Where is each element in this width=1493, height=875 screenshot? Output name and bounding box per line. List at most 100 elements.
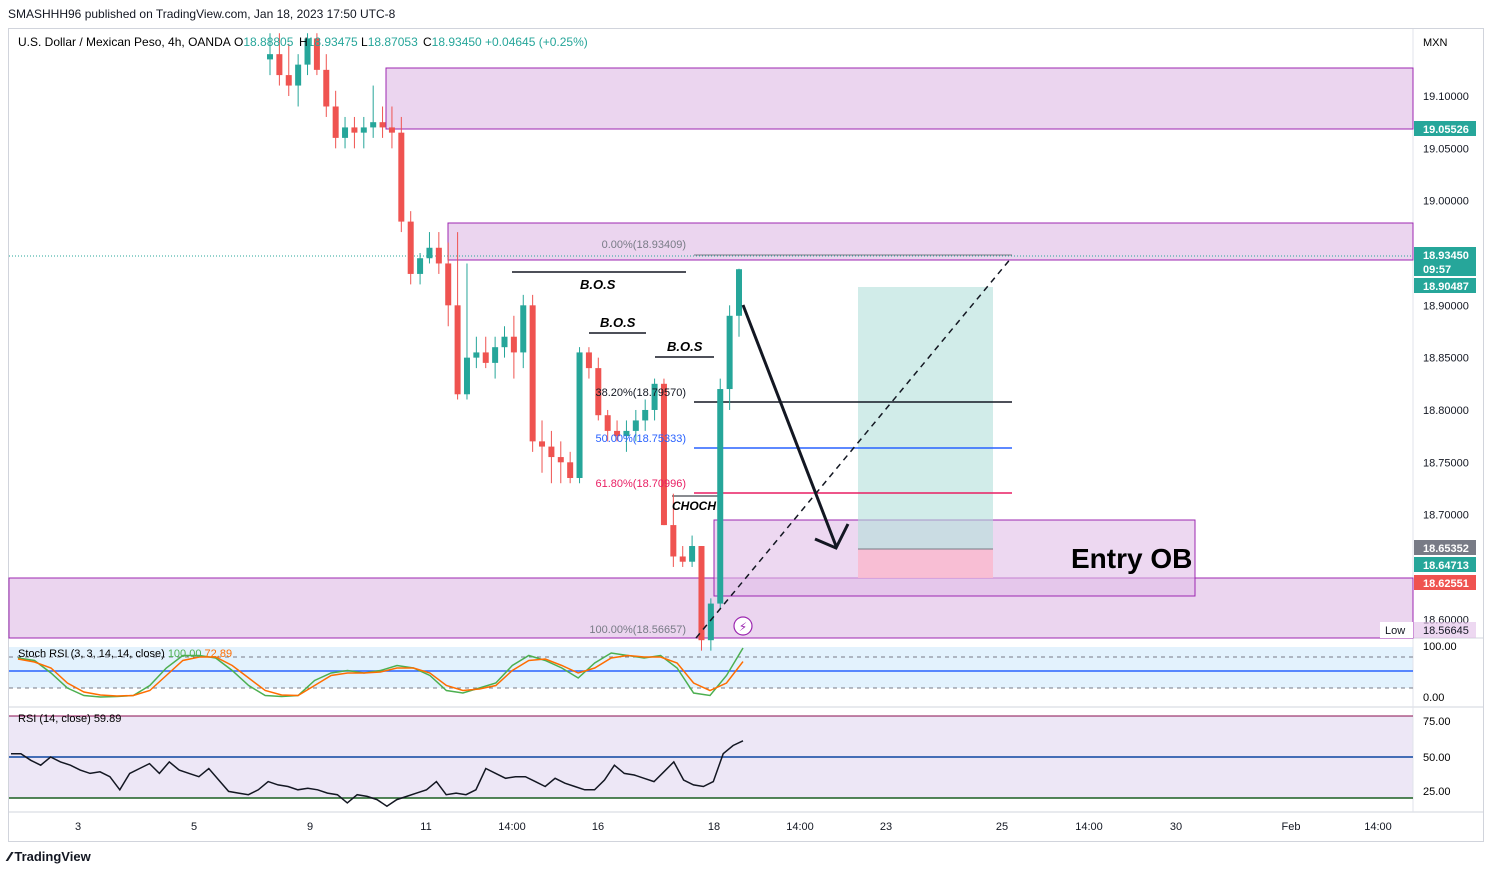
ohlc-close: C18.93450 [423,35,482,49]
time-tick: 14:00 [498,821,526,833]
rsi-legend[interactable]: RSI (14, close) 59.89 [18,713,121,725]
candle-body [379,122,386,128]
price-tick: 18.90000 [1423,300,1469,312]
price-badges: 19.05526 18.93450 09:57 18.90487 18.65352 18.… [1414,121,1476,590]
time-tick: 18 [708,821,720,833]
candle-body [435,247,442,264]
symbol-legend[interactable]: U.S. Dollar / Mexican Peso, 4h, OANDA [18,35,231,49]
ohlc-legend: O18.88805 H18.93475 L18.87053 C18.93450 … [234,35,588,49]
price-tick: 19.05000 [1423,143,1469,155]
candle-body [426,247,433,259]
candle-body [614,430,621,437]
time-tick: 25 [996,821,1008,833]
low-value: 18.56645 [1423,625,1469,637]
time-tick: Feb [1282,821,1301,833]
candle-body [276,54,283,76]
candle-body [332,106,339,138]
candle-body [473,352,480,358]
candle-body [520,305,527,353]
brand-label: TradingView [14,849,91,864]
stoch-line-d [17,654,744,697]
candle-body [285,75,292,86]
price-tick: 19.10000 [1423,91,1469,103]
rsi-tick-25: 25.00 [1423,786,1451,798]
price-badge [1414,540,1476,555]
lightning-icon[interactable] [733,616,753,636]
price-badge-label: 18.62551 [1423,578,1469,590]
candle-body [482,352,489,363]
candle-body [642,409,649,421]
candle-body [417,258,424,274]
candle-body [576,352,583,478]
time-tick: 23 [880,821,892,833]
stoch-series [17,647,744,698]
price-tick: 18.85000 [1423,353,1469,365]
fib-label-100: 100.00%(18.56657) [589,624,686,636]
lightning-glyph: ⚡ [739,620,747,634]
candle-body [342,127,349,138]
price-tick: 18.80000 [1423,405,1469,417]
candle-body [295,64,302,86]
price-tick: 19.00000 [1423,196,1469,208]
supply-zone-upper[interactable] [385,67,1414,130]
candle-body [660,383,667,526]
candle-body [595,368,602,416]
choch-label: CHOCH [672,499,716,513]
chart-frame [8,28,1484,842]
candle-body [360,127,367,133]
position-stop-area[interactable] [858,549,993,578]
position-target-area[interactable] [858,287,993,549]
stoch-line-k [17,647,744,698]
fib-label-0: 0.00%(18.93409) [602,239,686,251]
publish-line: SMASHHH96 published on TradingView.com, … [8,7,396,21]
bos-label-2: B.O.S [600,315,636,330]
price-badge-label: 18.65352 [1423,543,1469,555]
ohlc-high: H18.93475 [299,35,358,49]
rsi-tick-75: 75.00 [1423,716,1451,728]
time-axis[interactable]: 3 5 9 11 14:00 16 18 14:00 23 25 14:00 30 Feb 14:00 [75,821,1392,833]
price-tick: 18.75000 [1423,457,1469,469]
tradingview-brand[interactable]: ⁄⁄ TradingView [8,849,91,864]
candle-body [351,127,358,133]
forecast-arrow[interactable] [741,304,838,547]
ohlc-change: +0.04645 (+0.25%) [485,35,588,49]
price-tick: 18.70000 [1423,510,1469,522]
price-badge-label: 19.05526 [1423,124,1469,136]
candle-body [604,415,611,431]
bos-label-3: B.O.S [667,339,703,354]
candle-body [539,441,546,447]
candle-body [651,383,658,410]
forecast-arrow-head [814,523,850,550]
candle-body [388,127,395,133]
currency-label: MXN [1423,37,1448,49]
candlestick-series [267,33,742,651]
candle-body [492,347,499,363]
bos-label-1: B.O.S [580,277,616,292]
fib-label-618: 61.80%(18.70996) [595,478,686,490]
trend-line[interactable] [695,256,1013,639]
stoch-legend[interactable]: Stoch RSI (3, 3, 14, 14, close) 100.00 7… [18,648,232,660]
candle-body [689,546,696,562]
time-tick: 14:00 [786,821,814,833]
candle-body [623,430,630,437]
rsi-tick-50: 50.00 [1423,752,1451,764]
entry-ob-label: Entry OB [1071,543,1192,574]
candle-body [736,269,742,316]
candle-body [707,603,714,641]
candle-body [679,556,686,562]
candle-body [445,263,452,306]
stoch-tick-100: 100.00 [1423,641,1457,653]
price-badge-label: 18.64713 [1423,560,1469,572]
price-badge [1414,557,1476,572]
price-badge [1414,575,1476,590]
candle-body [585,352,592,369]
time-tick: 14:00 [1364,821,1392,833]
price-badge-label: 18.93450 [1423,250,1469,262]
supply-zone-mid[interactable] [447,222,1414,261]
candle-body [698,546,705,641]
candle-body [548,446,555,458]
rsi-line [11,740,744,808]
candle-body [632,420,639,431]
candle-body [726,315,733,390]
